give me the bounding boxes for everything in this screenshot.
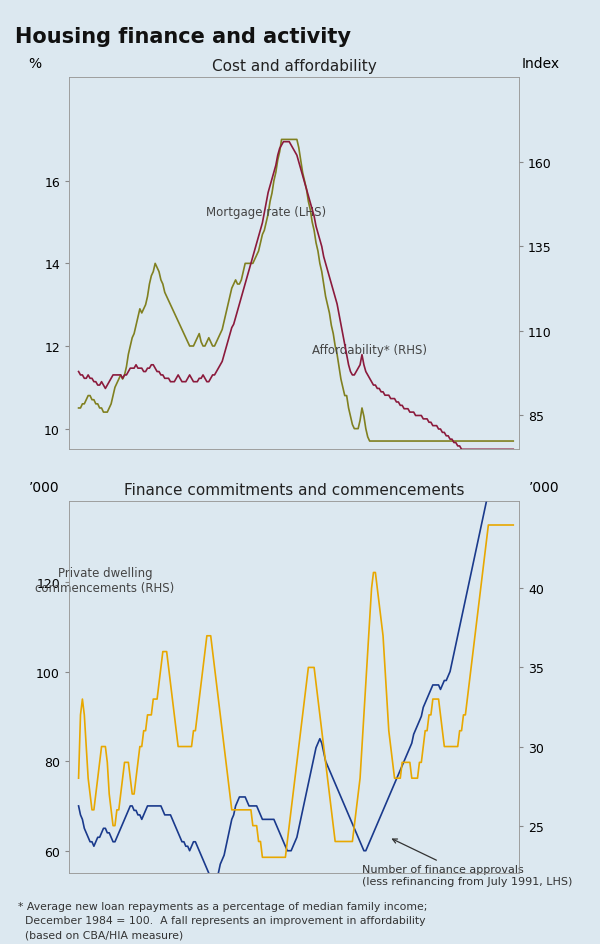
Text: %: % bbox=[29, 57, 41, 71]
Title: Finance commitments and commencements: Finance commitments and commencements bbox=[124, 482, 464, 497]
Text: Mortgage rate (LHS): Mortgage rate (LHS) bbox=[206, 206, 326, 219]
Text: Private dwelling
commencements (RHS): Private dwelling commencements (RHS) bbox=[35, 565, 175, 594]
Text: Affordability* (RHS): Affordability* (RHS) bbox=[312, 344, 427, 356]
Text: * Average new loan repayments as a percentage of median family income;
  Decembe: * Average new loan repayments as a perce… bbox=[18, 902, 427, 939]
Title: Cost and affordability: Cost and affordability bbox=[212, 59, 376, 75]
Text: Index: Index bbox=[521, 57, 560, 71]
Text: ’000: ’000 bbox=[529, 480, 560, 495]
Text: Housing finance and activity: Housing finance and activity bbox=[15, 27, 351, 47]
Text: ’000: ’000 bbox=[29, 480, 59, 495]
Text: Number of finance approvals
(less refinancing from July 1991, LHS): Number of finance approvals (less refina… bbox=[362, 839, 572, 885]
